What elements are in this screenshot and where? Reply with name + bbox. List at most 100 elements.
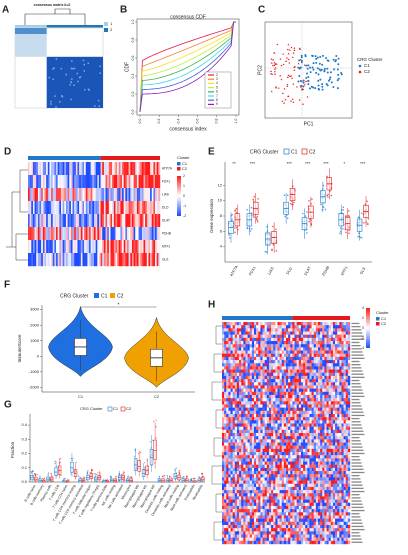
e-point xyxy=(247,228,249,230)
h-cell xyxy=(248,325,250,328)
d-cell xyxy=(66,214,68,227)
h-cell xyxy=(327,455,329,458)
h-cell xyxy=(237,484,239,487)
e-point xyxy=(256,219,258,221)
h-cell xyxy=(327,417,329,420)
h-cell xyxy=(256,404,258,407)
d-cell xyxy=(59,162,61,175)
h-cell xyxy=(267,389,269,392)
h-cell xyxy=(331,325,333,328)
h-cell xyxy=(322,452,324,455)
h-cell xyxy=(341,433,343,436)
g-point xyxy=(155,437,156,438)
h-cell xyxy=(271,347,273,350)
h-cell xyxy=(329,398,331,401)
h-cell xyxy=(233,332,235,335)
h-cell xyxy=(277,325,279,328)
h-cell xyxy=(292,411,294,414)
h-cell xyxy=(297,379,299,382)
h-cell xyxy=(226,446,228,449)
h-cell xyxy=(265,376,267,379)
h-cell xyxy=(263,344,265,347)
h-cell xyxy=(290,322,292,325)
h-cell xyxy=(277,417,279,420)
h-cell xyxy=(228,462,230,465)
h-cell xyxy=(324,430,326,433)
h-cell xyxy=(339,401,341,404)
h-cell xyxy=(320,392,322,395)
h-cell xyxy=(263,404,265,407)
h-cell xyxy=(241,389,243,392)
h-cell xyxy=(277,484,279,487)
h-cell xyxy=(318,490,320,493)
h-cell xyxy=(307,471,309,474)
h-cell xyxy=(292,484,294,487)
h-cell xyxy=(233,420,235,423)
h-cell xyxy=(233,446,235,449)
h-cell xyxy=(348,338,350,341)
h-cell xyxy=(254,347,256,350)
h-cell xyxy=(267,357,269,360)
h-cell xyxy=(226,408,228,411)
d-cell xyxy=(157,240,159,253)
h-cell xyxy=(243,474,245,477)
h-cell xyxy=(265,474,267,477)
h-cell xyxy=(260,471,262,474)
h-cell xyxy=(344,404,346,407)
h-cell xyxy=(331,347,333,350)
h-cell xyxy=(320,430,322,433)
h-cell xyxy=(299,411,301,414)
h-cell xyxy=(235,404,237,407)
h-cell xyxy=(329,439,331,442)
h-cell xyxy=(307,436,309,439)
d-cell xyxy=(58,227,60,240)
h-cell xyxy=(239,468,241,471)
h-cell xyxy=(295,385,297,388)
h-cell xyxy=(280,363,282,366)
d-cell xyxy=(46,240,48,253)
h-cell xyxy=(273,385,275,388)
e-point xyxy=(229,237,231,239)
e-point xyxy=(246,209,248,211)
d-cell xyxy=(41,188,43,201)
d-cell xyxy=(122,162,124,175)
h-cell xyxy=(241,481,243,484)
h-cell xyxy=(224,373,226,376)
h-cell xyxy=(305,398,307,401)
h-cell xyxy=(318,452,320,455)
h-cell xyxy=(222,366,224,369)
h-cell xyxy=(295,344,297,347)
h-cell xyxy=(312,430,314,433)
c-point xyxy=(334,60,336,62)
c-point xyxy=(321,86,323,88)
h-cell xyxy=(237,433,239,436)
h-cell xyxy=(307,332,309,335)
h-cell xyxy=(341,411,343,414)
h-cell xyxy=(243,427,245,430)
h-cell xyxy=(258,332,260,335)
h-cell xyxy=(269,398,271,401)
h-cell xyxy=(280,373,282,376)
d-cell xyxy=(56,253,58,266)
h-cell xyxy=(233,395,235,398)
h-cell xyxy=(252,325,254,328)
h-cell xyxy=(335,401,337,404)
h-cell xyxy=(252,328,254,331)
h-cell xyxy=(243,449,245,452)
h-cell xyxy=(239,332,241,335)
h-cell xyxy=(258,462,260,465)
h-cell xyxy=(292,335,294,338)
d-cell xyxy=(144,240,146,253)
h-cell xyxy=(305,347,307,350)
h-cell xyxy=(337,373,339,376)
h-cell xyxy=(320,325,322,328)
d-cell xyxy=(43,188,45,201)
h-cell xyxy=(348,452,350,455)
h-cell xyxy=(335,455,337,458)
d-cell xyxy=(82,227,84,240)
h-cell xyxy=(237,408,239,411)
h-cell xyxy=(271,468,273,471)
h-cell xyxy=(314,338,316,341)
c-point xyxy=(274,71,276,73)
h-cell xyxy=(322,436,324,439)
